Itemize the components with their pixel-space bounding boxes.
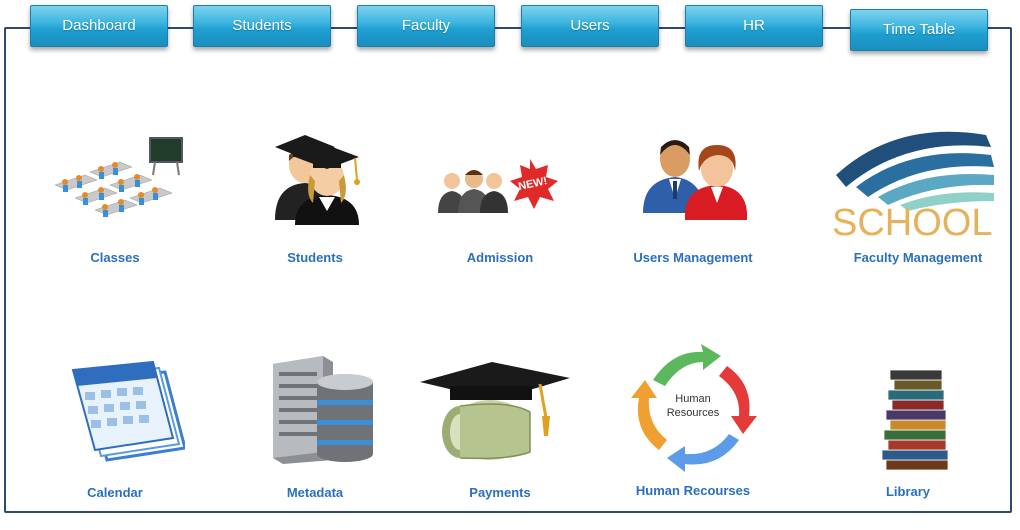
module-users-management[interactable]: Users Management <box>603 125 783 295</box>
school-logo-icon: SCHOOL <box>826 125 996 240</box>
module-label: Library <box>885 484 931 499</box>
hr-cycle-text: Human <box>675 393 710 405</box>
module-classes[interactable]: Classes <box>25 125 205 295</box>
books-stack-icon <box>838 364 978 474</box>
tab-time-table[interactable]: Time Table <box>850 9 988 51</box>
module-calendar[interactable]: Calendar <box>25 360 205 530</box>
tab-dashboard[interactable]: Dashboard <box>30 5 168 47</box>
hr-cycle-text: Resources <box>667 407 720 419</box>
human-resources-cycle-icon: Human Resources <box>623 340 763 475</box>
module-library[interactable]: Library <box>818 360 998 530</box>
module-label: Payments <box>469 485 531 500</box>
tab-users[interactable]: Users <box>521 5 659 47</box>
module-label: Human Recourses <box>635 483 751 498</box>
module-human-resources[interactable]: Human Resources Human Recourses <box>603 340 783 510</box>
module-label: Admission <box>466 250 534 265</box>
tab-faculty[interactable]: Faculty <box>357 5 495 47</box>
school-logo-text: SCHOOL <box>832 202 992 240</box>
users-icon <box>623 125 763 225</box>
calendar-icon <box>45 360 185 462</box>
tab-hr[interactable]: HR <box>685 5 823 47</box>
graduates-icon <box>245 125 385 225</box>
module-label: Metadata <box>286 485 344 500</box>
module-label: Calendar <box>87 485 143 500</box>
module-label: Classes <box>90 250 140 265</box>
module-label: Students <box>287 250 343 265</box>
admission-new-icon: NEW! <box>430 155 570 255</box>
money-graduation-cap-icon <box>420 360 580 460</box>
module-payments[interactable]: Payments <box>410 360 590 530</box>
module-students[interactable]: Students <box>225 125 405 295</box>
module-faculty-management[interactable]: SCHOOL Faculty Management <box>818 125 998 295</box>
module-admission[interactable]: NEW! Admission <box>410 125 590 295</box>
module-metadata[interactable]: Metadata <box>225 352 405 522</box>
database-server-icon <box>245 352 385 467</box>
module-label: Faculty Management <box>853 250 983 265</box>
new-badge-text: NEW! <box>517 175 548 193</box>
tab-students[interactable]: Students <box>193 5 331 47</box>
module-label: Users Management <box>633 250 753 265</box>
classroom-icon <box>45 130 185 230</box>
